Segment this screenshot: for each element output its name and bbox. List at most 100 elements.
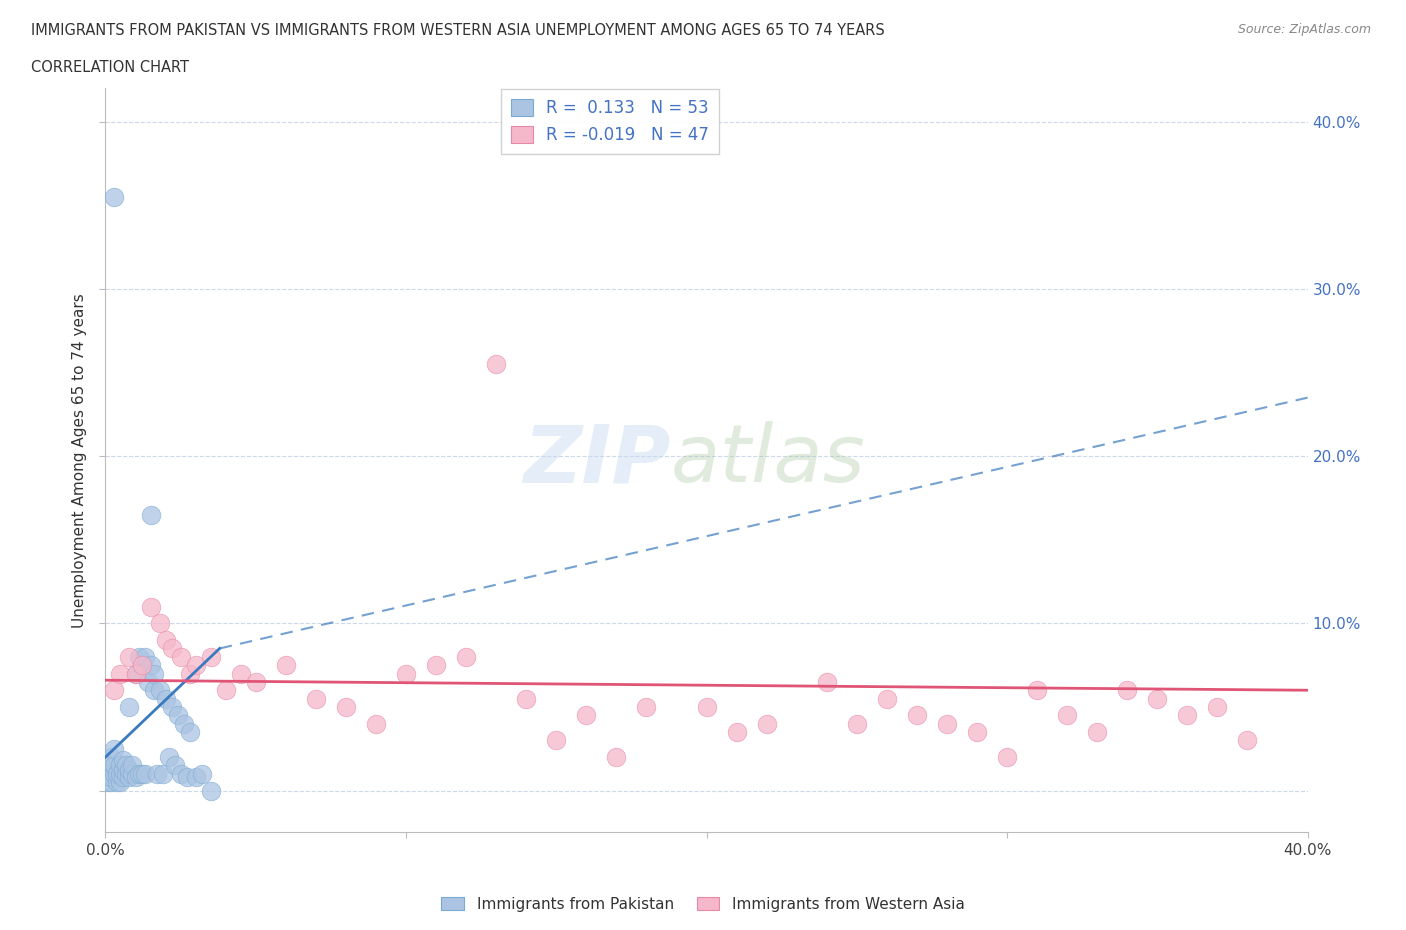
Point [142, 666, 165, 681]
Point [575, 708, 598, 723]
Point [155, 691, 177, 706]
Point [454, 649, 477, 664]
Point [103, 190, 125, 205]
Point [169, 766, 191, 781]
Point [112, 753, 135, 768]
Point [118, 763, 141, 777]
Point [905, 708, 928, 723]
Point [110, 775, 132, 790]
Point [1146, 691, 1168, 706]
Point [966, 724, 988, 739]
Point [121, 766, 143, 781]
Point [100, 770, 122, 785]
Point [425, 658, 447, 672]
Text: CORRELATION CHART: CORRELATION CHART [31, 60, 188, 75]
Point [160, 699, 183, 714]
Point [1085, 724, 1108, 739]
Point [515, 691, 537, 706]
Point [110, 758, 132, 773]
Point [184, 770, 207, 785]
Point [200, 783, 222, 798]
Point [995, 750, 1018, 764]
Point [190, 766, 212, 781]
Point [145, 766, 167, 781]
Point [546, 733, 568, 748]
Point [110, 666, 132, 681]
Point [274, 658, 297, 672]
Point [131, 658, 153, 672]
Point [179, 724, 201, 739]
Point [936, 716, 959, 731]
Point [364, 716, 387, 731]
Point [1236, 733, 1258, 748]
Point [755, 716, 778, 731]
Point [184, 658, 207, 672]
Point [97, 775, 120, 790]
Point [1116, 683, 1139, 698]
Point [395, 666, 418, 681]
Point [1056, 708, 1078, 723]
Point [107, 766, 129, 781]
Point [100, 750, 122, 764]
Point [1206, 699, 1229, 714]
Point [335, 699, 357, 714]
Point [110, 766, 132, 781]
Point [128, 766, 150, 781]
Point [103, 741, 125, 756]
Point [245, 674, 267, 689]
Point [112, 763, 135, 777]
Point [103, 758, 125, 773]
Point [169, 649, 191, 664]
Point [103, 683, 125, 698]
Point [139, 507, 162, 522]
Point [605, 750, 627, 764]
Point [876, 691, 898, 706]
Point [134, 766, 156, 781]
Point [1026, 683, 1049, 698]
Point [160, 641, 183, 656]
Text: atlas: atlas [671, 421, 865, 499]
Point [163, 758, 186, 773]
Point [485, 357, 508, 372]
Legend: R =  0.133   N = 53, R = -0.019   N = 47: R = 0.133 N = 53, R = -0.019 N = 47 [502, 89, 720, 153]
Point [118, 699, 141, 714]
Text: ZIP: ZIP [523, 421, 671, 499]
Point [155, 632, 177, 647]
Point [128, 649, 150, 664]
Text: Source: ZipAtlas.com: Source: ZipAtlas.com [1237, 23, 1371, 36]
Point [148, 616, 170, 631]
Point [124, 666, 146, 681]
Point [103, 766, 125, 781]
Point [107, 775, 129, 790]
Point [97, 758, 120, 773]
Point [200, 649, 222, 664]
Point [121, 758, 143, 773]
Point [725, 724, 748, 739]
Point [173, 716, 195, 731]
Point [124, 666, 146, 681]
Point [136, 674, 159, 689]
Point [1175, 708, 1198, 723]
Point [131, 766, 153, 781]
Point [696, 699, 718, 714]
Point [152, 766, 174, 781]
Point [305, 691, 328, 706]
Point [845, 716, 868, 731]
Point [112, 770, 135, 785]
Point [229, 666, 252, 681]
Point [636, 699, 658, 714]
Point [148, 683, 170, 698]
Point [118, 770, 141, 785]
Point [131, 658, 153, 672]
Point [97, 766, 120, 781]
Point [166, 708, 188, 723]
Point [139, 658, 162, 672]
Point [134, 649, 156, 664]
Point [139, 599, 162, 614]
Point [142, 683, 165, 698]
Text: IMMIGRANTS FROM PAKISTAN VS IMMIGRANTS FROM WESTERN ASIA UNEMPLOYMENT AMONG AGES: IMMIGRANTS FROM PAKISTAN VS IMMIGRANTS F… [31, 23, 884, 38]
Point [815, 674, 838, 689]
Point [100, 775, 122, 790]
Point [124, 770, 146, 785]
Point [176, 770, 198, 785]
